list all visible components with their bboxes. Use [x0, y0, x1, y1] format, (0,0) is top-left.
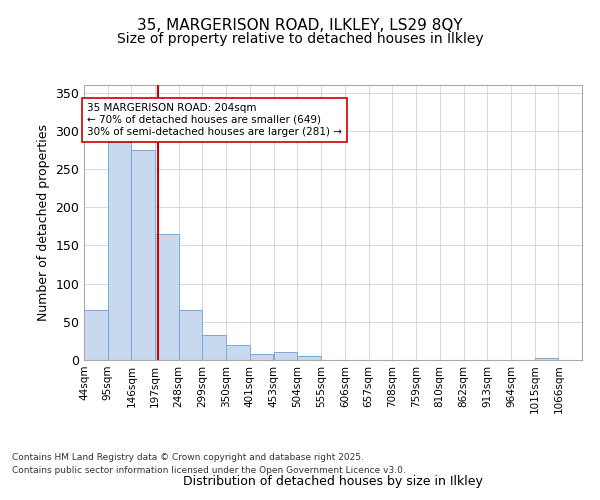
Text: Contains HM Land Registry data © Crown copyright and database right 2025.: Contains HM Land Registry data © Crown c…	[12, 454, 364, 462]
Bar	[226, 344, 250, 360]
Bar	[298, 356, 321, 360]
Text: 35 MARGERISON ROAD: 204sqm
← 70% of detached houses are smaller (649)
30% of sem: 35 MARGERISON ROAD: 204sqm ← 70% of deta…	[87, 104, 342, 136]
Bar	[155, 234, 179, 360]
Bar	[535, 358, 559, 360]
Bar	[274, 352, 298, 360]
Bar	[131, 150, 155, 360]
Bar	[179, 310, 202, 360]
Text: Distribution of detached houses by size in Ilkley: Distribution of detached houses by size …	[183, 474, 483, 488]
Text: Size of property relative to detached houses in Ilkley: Size of property relative to detached ho…	[116, 32, 484, 46]
Bar	[84, 310, 107, 360]
Text: Contains public sector information licensed under the Open Government Licence v3: Contains public sector information licen…	[12, 466, 406, 475]
Y-axis label: Number of detached properties: Number of detached properties	[37, 124, 50, 321]
Text: 35, MARGERISON ROAD, ILKLEY, LS29 8QY: 35, MARGERISON ROAD, ILKLEY, LS29 8QY	[137, 18, 463, 32]
Bar	[202, 335, 226, 360]
Bar	[107, 142, 131, 360]
Bar	[250, 354, 274, 360]
